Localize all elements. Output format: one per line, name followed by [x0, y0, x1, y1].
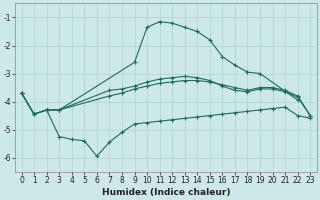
- X-axis label: Humidex (Indice chaleur): Humidex (Indice chaleur): [102, 188, 230, 197]
